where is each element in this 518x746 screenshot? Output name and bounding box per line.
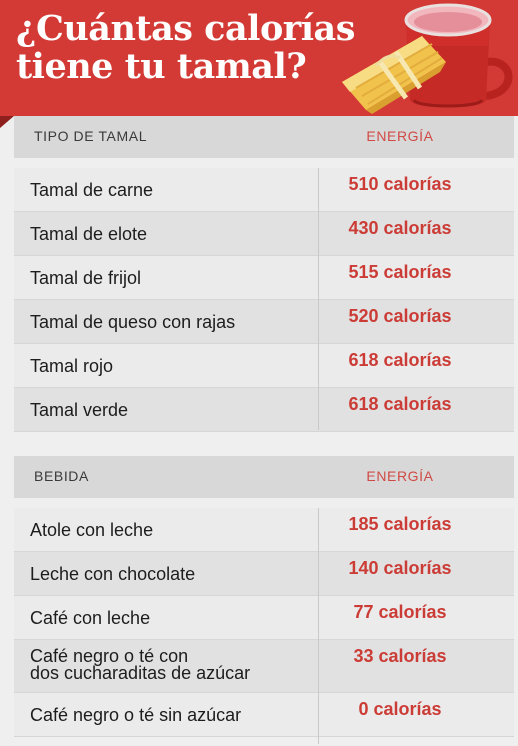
column-divider	[318, 168, 319, 430]
item-energy: 77 calorías	[353, 602, 447, 622]
table-row: Tamal verde 618 calorías	[14, 388, 514, 432]
header-banner: ¿Cuántas calorías tiene tu tamal?	[0, 0, 518, 116]
tamal-and-mug-illustration	[342, 3, 513, 114]
column-header-energy: ENERGÍA	[366, 128, 434, 144]
drink-rows: Atole con leche 185 calorías Leche con cho…	[14, 508, 514, 737]
column-header-energy: ENERGÍA	[366, 468, 434, 484]
item-name: Café negro o té con dos cucharaditas de a…	[30, 646, 251, 683]
item-name: Café con leche	[30, 608, 151, 628]
tamal-rows: Tamal de carne 510 calorías Tamal de elote…	[14, 168, 514, 432]
item-energy: 618 calorías	[348, 350, 452, 370]
item-name: Atole con leche	[30, 520, 154, 540]
tamal-table: TIPO DE TAMAL ENERGÍA Tamal de carne 510 …	[14, 116, 514, 432]
header-fold	[0, 116, 14, 128]
table-row: Café negro o té con dos cucharaditas de a…	[14, 640, 514, 693]
page-title: ¿Cuántas calorías tiene tu tamal?	[16, 10, 355, 86]
item-energy: 140 calorías	[348, 558, 452, 578]
table-row: Atole con leche 185 calorías	[14, 508, 514, 552]
item-name: Tamal de frijol	[30, 268, 142, 288]
column-header-type: TIPO DE TAMAL	[34, 128, 148, 144]
item-name: Tamal de carne	[30, 180, 154, 200]
tamal-table-header: TIPO DE TAMAL ENERGÍA	[14, 116, 514, 158]
item-name: Café negro o té sin azúcar	[30, 705, 242, 725]
table-row: Café con leche 77 calorías	[14, 596, 514, 640]
table-row: Café negro o té sin azúcar 0 calorías	[14, 693, 514, 737]
table-row: Tamal de elote 430 calorías	[14, 212, 514, 256]
item-name: Tamal rojo	[30, 356, 114, 376]
item-energy: 618 calorías	[348, 394, 452, 414]
title-line-1: ¿Cuántas calorías	[16, 8, 355, 49]
column-header-drink: BEBIDA	[34, 468, 89, 484]
title-line-2: tiene tu tamal?	[16, 46, 307, 87]
tamal-icon	[342, 36, 446, 114]
item-name: Leche con chocolate	[30, 564, 196, 584]
table-row: Tamal de queso con rajas 520 calorías	[14, 300, 514, 344]
item-energy: 515 calorías	[348, 262, 452, 282]
item-energy: 430 calorías	[348, 218, 452, 238]
item-energy: 185 calorías	[348, 514, 452, 534]
item-energy: 33 calorías	[353, 646, 447, 666]
item-name: Tamal de queso con rajas	[30, 312, 236, 332]
item-name: Tamal de elote	[30, 224, 148, 244]
item-energy: 0 calorías	[358, 699, 442, 719]
drink-table-header: BEBIDA ENERGÍA	[14, 456, 514, 498]
table-row: Tamal de carne 510 calorías	[14, 168, 514, 212]
mug-icon	[404, 3, 513, 108]
drink-table: BEBIDA ENERGÍA Atole con leche 185 calorí…	[14, 456, 514, 744]
item-energy: 510 calorías	[348, 174, 452, 194]
item-energy: 520 calorías	[348, 306, 452, 326]
item-name: Tamal verde	[30, 400, 129, 420]
table-row: Leche con chocolate 140 calorías	[14, 552, 514, 596]
table-row: Tamal de frijol 515 calorías	[14, 256, 514, 300]
column-divider	[318, 508, 319, 744]
table-row: Tamal rojo 618 calorías	[14, 344, 514, 388]
